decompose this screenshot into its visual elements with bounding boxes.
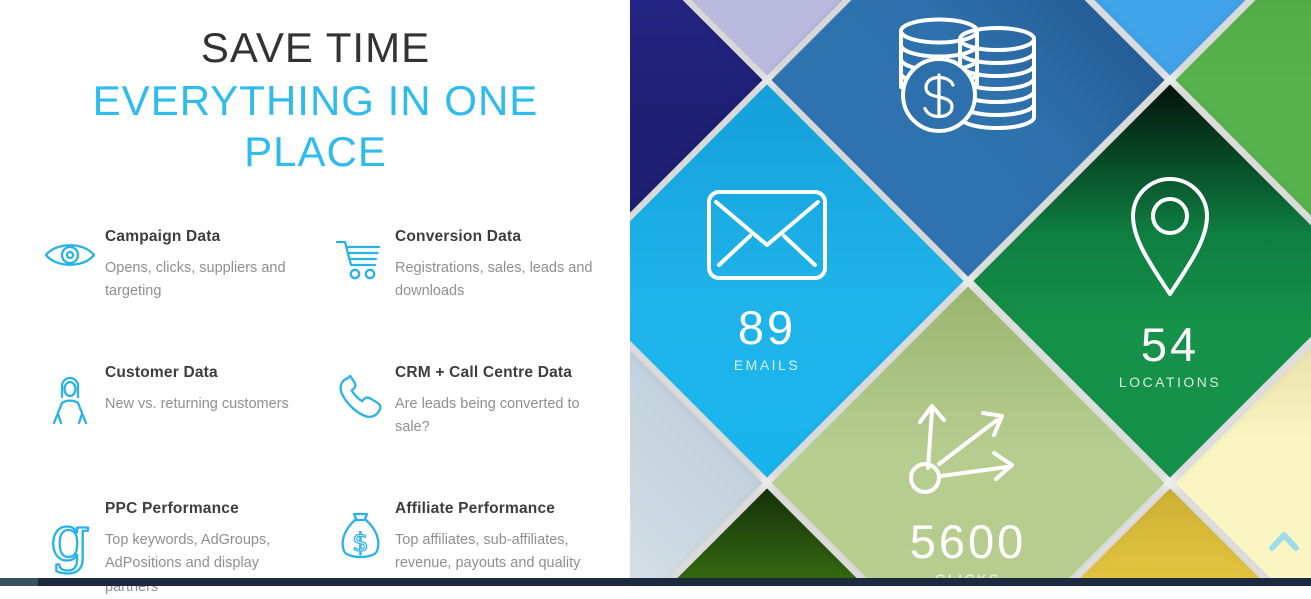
- feature-crm-data: CRM + Call Centre Data Are leads being c…: [325, 360, 605, 440]
- feature-title: CRM + Call Centre Data: [395, 363, 573, 381]
- feature-campaign-data: Campaign Data Opens, clicks, suppliers a…: [35, 224, 325, 304]
- google-g-icon: g: [35, 510, 105, 576]
- content-panel: SAVE TIME EVERYTHING IN ONE PLACE Campai…: [0, 0, 631, 595]
- feature-ppc-performance: g PPC Performance Top keywords, AdGroups…: [35, 496, 325, 599]
- hero-heading: SAVE TIME EVERYTHING IN ONE PLACE: [0, 0, 631, 177]
- eye-icon: [35, 238, 105, 272]
- tile-locations: 54 LOCATIONS: [973, 84, 1311, 478]
- emails-count: 89: [737, 301, 797, 354]
- location-pin-icon: [1125, 172, 1215, 303]
- locations-label: LOCATIONS: [1118, 374, 1222, 390]
- feature-description: New vs. returning customers: [105, 395, 289, 412]
- feature-title: Campaign Data: [105, 228, 221, 245]
- feature-customer-data: Customer Data New vs. returning customer…: [35, 360, 325, 440]
- locations-count: 54: [1140, 318, 1200, 371]
- tile-emails: 89 EMAILS: [630, 84, 964, 478]
- feature-conversion-data: Conversion Data Registrations, sales, le…: [325, 224, 605, 304]
- chevron-up-icon: [1268, 532, 1300, 556]
- emails-label: EMAILS: [733, 357, 801, 373]
- clicks-count: 5600: [909, 514, 1027, 568]
- feature-title: Conversion Data: [395, 228, 522, 245]
- svg-text:$: $: [352, 528, 369, 558]
- feature-description: Top keywords, AdGroups, AdPositions and …: [105, 531, 271, 595]
- feature-description: Top affiliates, sub-affiliates, revenue,…: [395, 531, 581, 572]
- envelope-icon: [706, 189, 828, 286]
- mosaic-panel: 89 EMAILS 54 LOCATIONS: [630, 0, 1311, 586]
- person-icon: [35, 374, 105, 426]
- phone-icon: [325, 374, 395, 420]
- scroll-top-button[interactable]: [1268, 530, 1302, 554]
- svg-text:g: g: [50, 510, 90, 575]
- tile-clicks: 5600 CLICKS: [771, 286, 1165, 586]
- bottom-section-edge: [0, 578, 1311, 586]
- tile-coins: [771, 0, 1165, 277]
- feature-title: Affiliate Performance: [395, 499, 556, 517]
- feature-title: Customer Data: [105, 363, 218, 381]
- money-bag-icon: $: [325, 510, 395, 564]
- feature-title: PPC Performance: [105, 499, 239, 517]
- coins-icon: [893, 16, 1043, 144]
- feature-description: Registrations, sales, leads and download…: [395, 260, 593, 300]
- page-title: SAVE TIME: [200, 24, 431, 71]
- feature-description: Opens, clicks, suppliers and targeting: [105, 260, 286, 300]
- page-subtitle: EVERYTHING IN ONE PLACE: [92, 77, 539, 175]
- cart-icon: [325, 238, 395, 282]
- feature-list: Campaign Data Opens, clicks, suppliers a…: [35, 224, 605, 599]
- feature-description: Are leads being converted to sale?: [395, 395, 580, 436]
- feature-affiliate-performance: $ Affiliate Performance Top affiliates, …: [325, 496, 605, 599]
- arrows-icon: [903, 380, 1033, 500]
